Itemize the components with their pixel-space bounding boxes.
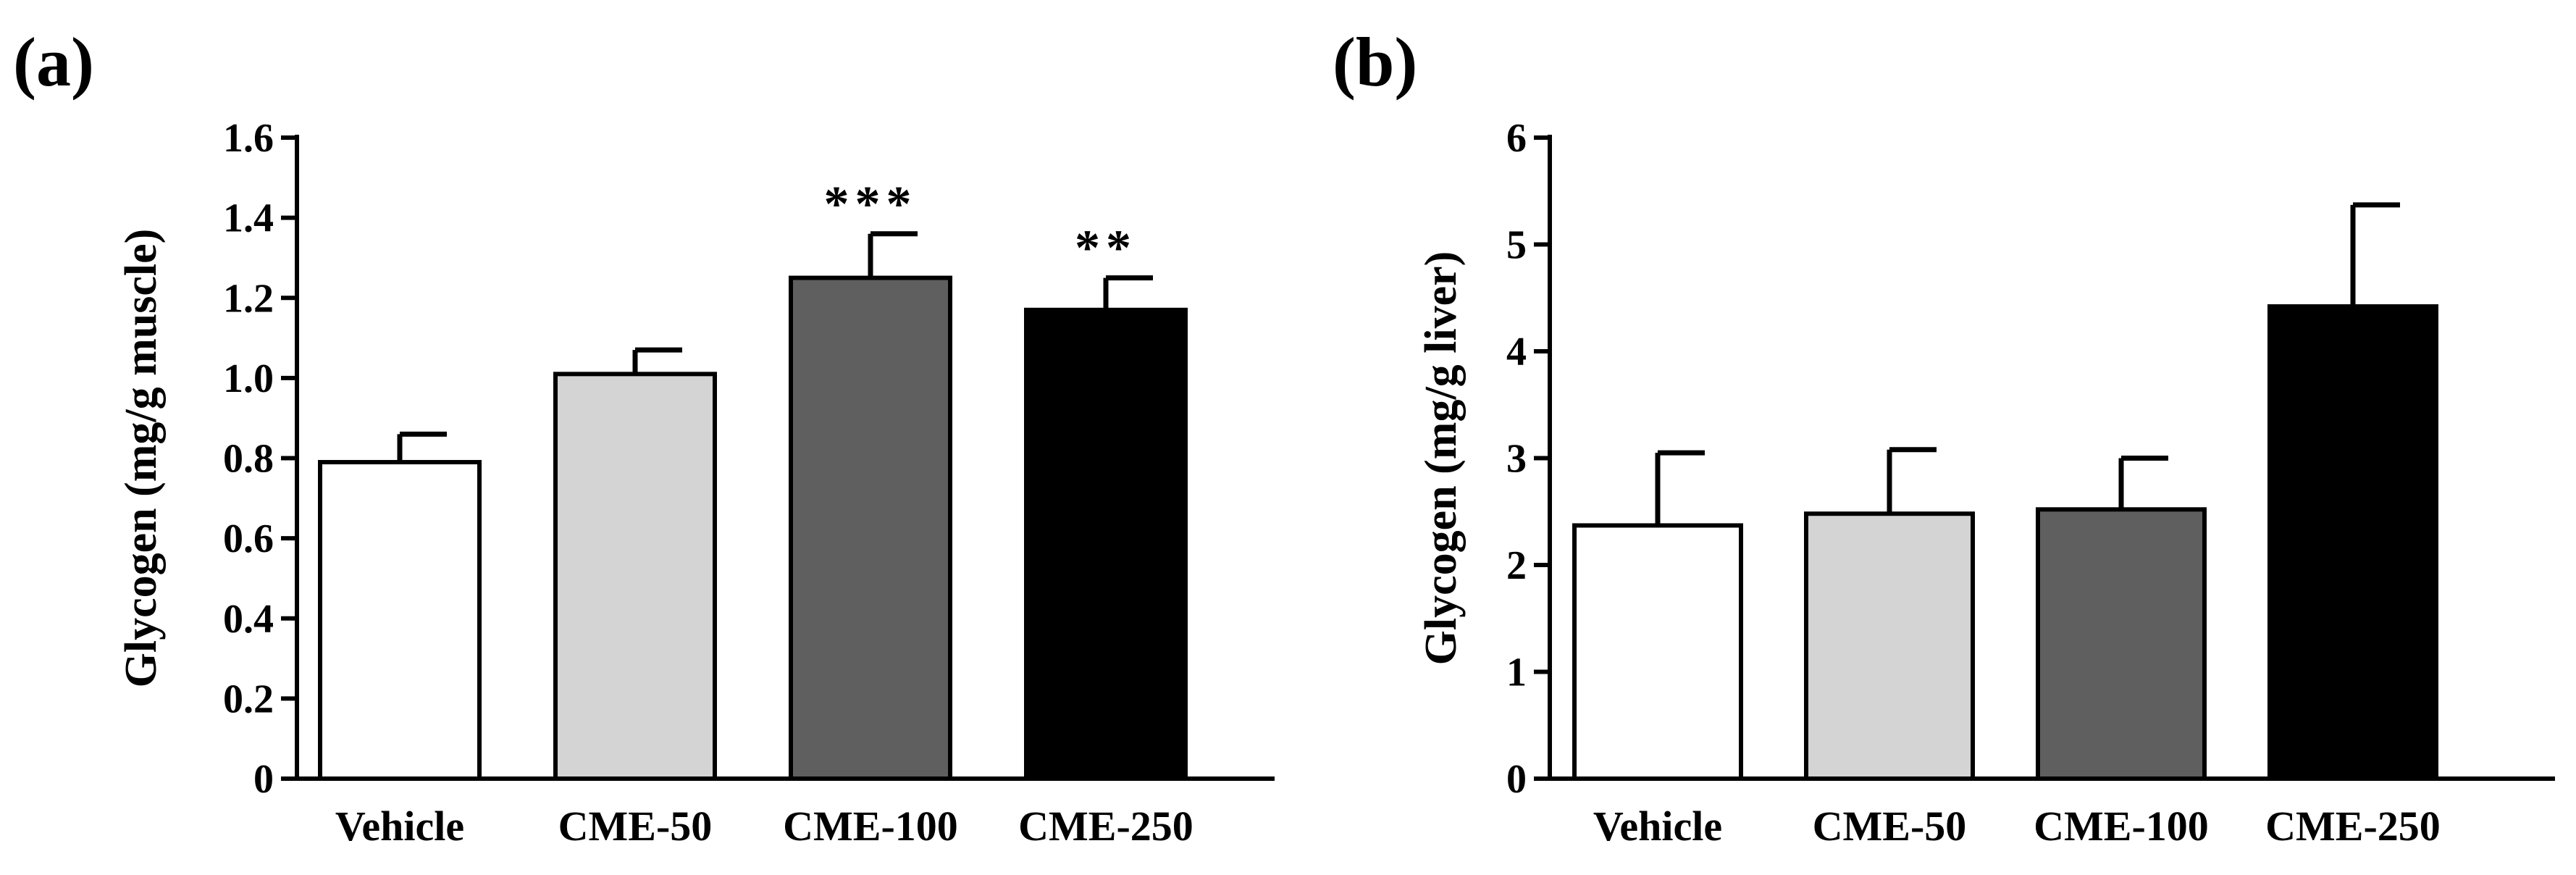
category-label-a-3: CME-250 bbox=[1018, 803, 1193, 850]
y-axis-title-b: Glycogen (mg/g liver) bbox=[1417, 251, 1466, 666]
y-axis-title-a: Glycogen (mg/g muscle) bbox=[117, 229, 166, 688]
category-label-b-2: CME-100 bbox=[2034, 803, 2209, 850]
bar-b-2 bbox=[2036, 507, 2207, 781]
y-tick-label-a-3: 0.6 bbox=[223, 516, 274, 561]
bar-a-1 bbox=[553, 372, 717, 781]
y-tick-label-a-4: 0.8 bbox=[223, 437, 274, 482]
bar-b-1 bbox=[1804, 511, 1975, 781]
bar-a-3 bbox=[1024, 307, 1188, 781]
y-tick-label-a-8: 1.6 bbox=[223, 116, 274, 161]
panel-label-a: (a) bbox=[13, 23, 94, 101]
y-tick-label-a-0: 0 bbox=[253, 757, 274, 802]
category-label-a-1: CME-50 bbox=[558, 803, 713, 850]
y-tick-label-b-6: 6 bbox=[1506, 116, 1527, 161]
y-tick-label-a-5: 1.0 bbox=[223, 356, 274, 401]
category-label-a-2: CME-100 bbox=[783, 803, 958, 850]
panel-label-b: (b) bbox=[1333, 23, 1417, 101]
bar-b-0 bbox=[1572, 523, 1743, 781]
y-tick-label-a-2: 0.4 bbox=[223, 597, 274, 642]
y-tick-label-a-6: 1.2 bbox=[223, 276, 274, 321]
category-label-b-0: Vehicle bbox=[1593, 803, 1722, 850]
significance-label-a-3: ** bbox=[1075, 221, 1137, 277]
bar-a-0 bbox=[318, 460, 482, 781]
bar-b-3 bbox=[2267, 304, 2438, 781]
panel-a: (a) Glycogen (mg/g muscle) Vehicle CME-50… bbox=[13, 23, 1275, 850]
significance-label-a-2: *** bbox=[824, 177, 918, 233]
y-tick-label-b-1: 1 bbox=[1506, 650, 1527, 695]
y-tick-label-a-1: 0.2 bbox=[223, 677, 274, 721]
y-tick-label-b-5: 5 bbox=[1506, 223, 1527, 268]
bar-a-2 bbox=[789, 275, 952, 781]
category-label-b-3: CME-250 bbox=[2265, 803, 2441, 850]
y-tick-label-a-7: 1.4 bbox=[223, 196, 274, 241]
category-label-b-1: CME-50 bbox=[1813, 803, 1967, 850]
category-label-a-0: Vehicle bbox=[335, 803, 464, 850]
y-tick-label-b-2: 2 bbox=[1506, 543, 1527, 588]
y-tick-label-b-3: 3 bbox=[1506, 437, 1527, 482]
y-tick-label-b-4: 4 bbox=[1506, 330, 1527, 374]
panel-b: (b) Glycogen (mg/g liver) Vehicle CME-50 C… bbox=[1333, 23, 2555, 850]
y-tick-label-b-0: 0 bbox=[1506, 757, 1527, 802]
